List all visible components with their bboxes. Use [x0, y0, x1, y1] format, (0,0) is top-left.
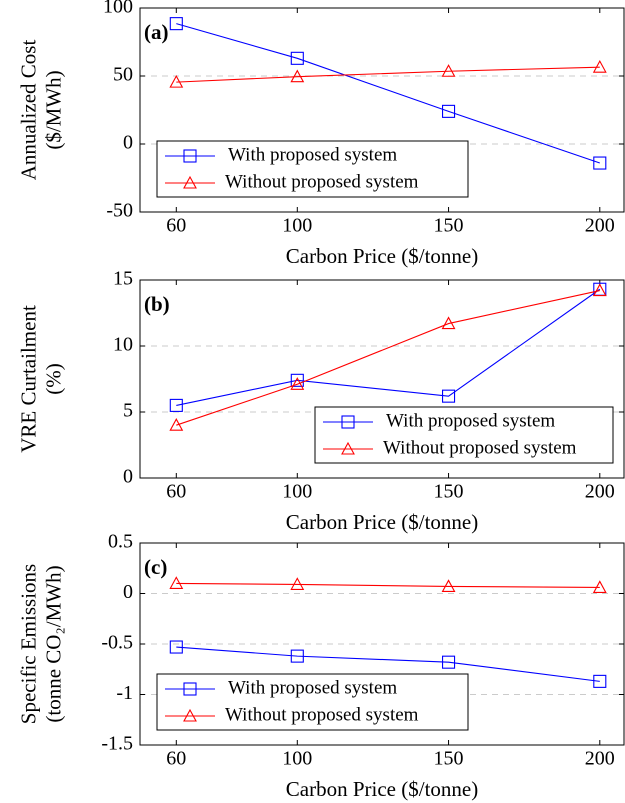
plot-frame	[139, 279, 625, 479]
x-tick-label: 200	[585, 748, 615, 770]
legend-box	[156, 673, 469, 731]
marker-triangle	[290, 577, 305, 590]
marker-square	[169, 17, 183, 31]
legend-label: With proposed system	[228, 144, 397, 165]
y-tick-label: 50	[113, 64, 133, 86]
marker-square	[183, 149, 197, 163]
x-tick-label: 150	[434, 748, 464, 770]
marker-square	[183, 682, 197, 696]
x-tick-label: 60	[166, 748, 186, 770]
marker-triangle	[290, 69, 305, 83]
marker-square	[290, 373, 304, 387]
x-tick-label: 100	[282, 215, 312, 237]
marker-square	[593, 156, 607, 170]
series-line	[176, 23, 600, 164]
marker-triangle	[441, 64, 456, 77]
y-tick-label: 0	[123, 132, 133, 154]
y-tick-label: 100	[103, 0, 133, 18]
series-line	[176, 646, 600, 682]
series-line	[176, 288, 601, 406]
x-axis-label: Carbon Price ($/tonne)	[286, 777, 478, 801]
marker-square	[290, 51, 304, 65]
y-axis-label: Annualized Cost	[16, 40, 40, 181]
plot-frame	[139, 542, 625, 746]
y-tick-label: 15	[113, 268, 133, 290]
y-tick-label: -0.5	[101, 632, 133, 654]
x-tick-label: 100	[282, 748, 312, 770]
y-tick-label: 5	[123, 400, 133, 422]
marker-square	[593, 674, 607, 688]
y-axis-label: ($/MWh)	[41, 70, 65, 149]
series-line	[176, 582, 600, 588]
marker-triangle	[169, 418, 184, 431]
marker-triangle	[441, 579, 456, 592]
y-tick-label: -1	[116, 682, 133, 704]
marker-triangle	[341, 441, 355, 455]
y-tick-label: 0	[123, 581, 133, 603]
x-axis-label: Carbon Price ($/tonne)	[286, 244, 478, 268]
marker-triangle	[290, 377, 305, 390]
y-axis-label: (%)	[41, 363, 65, 394]
series-line	[176, 290, 600, 426]
panel-label: (b)	[144, 292, 170, 316]
marker-square	[441, 104, 456, 118]
marker-triangle	[592, 283, 607, 297]
legend-label: With proposed system	[386, 410, 555, 431]
marker-triangle	[183, 708, 197, 722]
x-tick-label: 200	[585, 215, 615, 237]
legend-label: With proposed system	[228, 677, 397, 698]
marker-triangle	[183, 175, 197, 189]
x-tick-label: 150	[434, 215, 464, 237]
marker-square	[341, 415, 355, 429]
plot-frame	[139, 7, 625, 213]
marker-triangle	[441, 316, 456, 330]
x-tick-label: 200	[585, 481, 615, 503]
legend-label: Without proposed system	[225, 704, 419, 725]
y-tick-label: 0	[123, 466, 133, 488]
y-tick-label: 10	[113, 334, 133, 356]
y-axis-label: VRE Curtailment	[16, 305, 40, 453]
legend-box	[314, 406, 614, 464]
legend-box	[156, 140, 469, 198]
series-line	[176, 66, 600, 83]
y-axis-label: Specific Emissions	[16, 564, 40, 724]
marker-square	[290, 649, 304, 663]
x-tick-label: 150	[434, 481, 464, 503]
marker-triangle	[169, 74, 184, 88]
x-tick-label: 60	[166, 215, 186, 237]
y-axis-label: (tonne CO₂/MWh)	[41, 565, 65, 722]
y-tick-label: 0.5	[108, 531, 133, 553]
y-tick-label: -50	[106, 200, 133, 222]
y-tick-label: -1.5	[101, 733, 133, 755]
legend-label: Without proposed system	[383, 437, 577, 458]
marker-triangle	[592, 60, 607, 73]
marker-square	[169, 640, 183, 654]
panel-label: (a)	[144, 20, 169, 44]
legend-label: Without proposed system	[225, 171, 419, 192]
panel-label: (c)	[144, 555, 167, 579]
marker-triangle	[169, 576, 184, 589]
marker-triangle	[592, 580, 607, 593]
x-axis-label: Carbon Price ($/tonne)	[286, 510, 478, 534]
x-tick-label: 100	[282, 481, 312, 503]
marker-square	[441, 389, 456, 403]
marker-square	[441, 655, 456, 669]
marker-square	[169, 398, 183, 412]
x-tick-label: 60	[166, 481, 186, 503]
